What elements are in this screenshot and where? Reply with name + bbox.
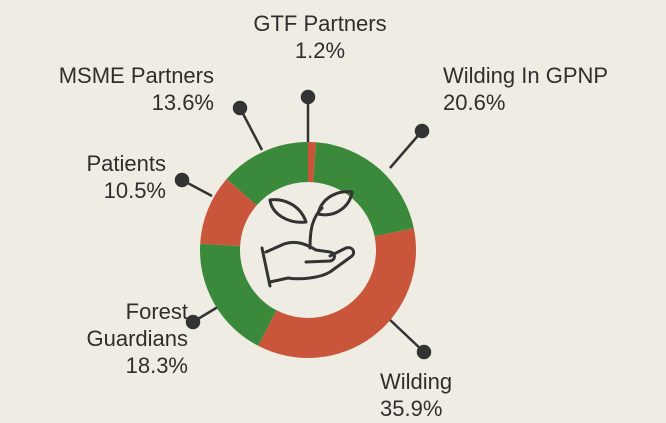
donut-segment — [200, 243, 277, 346]
segment-percent: 35.9% — [380, 396, 443, 421]
donut-segment — [313, 142, 414, 237]
segment-name: GTF Partners — [253, 11, 387, 36]
donut-segment — [226, 142, 308, 206]
segment-name: Patients — [86, 151, 167, 176]
segment-percent: 18.3% — [125, 353, 188, 378]
segment-percent: 1.2% — [294, 38, 346, 63]
plant-icon — [260, 190, 356, 288]
segment-percent: 13.6% — [151, 90, 214, 115]
segment-label: Wilding In GPNP 20.6% — [443, 62, 663, 116]
donut-segment — [258, 228, 417, 359]
segment-name: Wilding In GPNP — [443, 63, 609, 88]
donut-segment — [308, 142, 317, 183]
segment-label: MSME Partners 13.6% — [0, 62, 214, 116]
donut-segment — [200, 179, 257, 247]
segment-label: Patients 10.5% — [20, 150, 167, 204]
segment-name: Wilding — [380, 369, 453, 394]
leader-lines — [174, 89, 432, 360]
segment-label: GTF Partners 1.2% — [220, 10, 420, 64]
segment-label: Wilding 35.9% — [380, 368, 500, 422]
segment-name: MSME Partners — [58, 63, 214, 88]
segment-name: Forest Guardians — [86, 299, 188, 351]
segment-percent: 10.5% — [103, 178, 166, 203]
segment-label: Forest Guardians 18.3% — [40, 298, 188, 379]
segment-percent: 20.6% — [443, 90, 506, 115]
